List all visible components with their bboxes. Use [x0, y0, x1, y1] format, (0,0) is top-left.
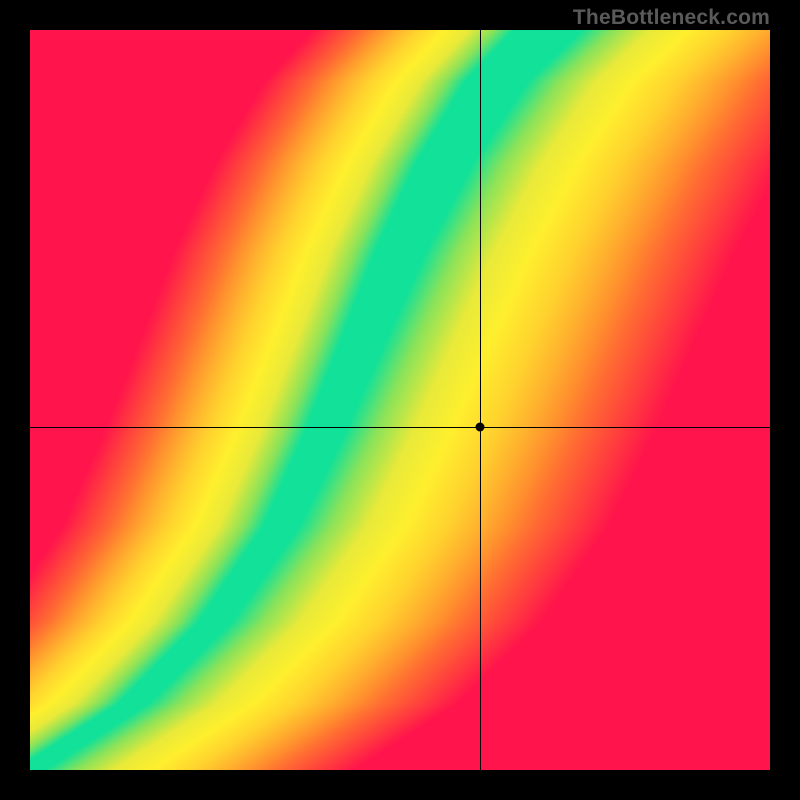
crosshair-horizontal — [30, 427, 770, 428]
container: TheBottleneck.com — [0, 0, 800, 800]
crosshair-vertical — [480, 30, 481, 770]
heatmap-canvas — [30, 30, 770, 770]
watermark-text: TheBottleneck.com — [573, 6, 770, 30]
plot-area — [30, 30, 770, 770]
crosshair-marker — [475, 423, 484, 432]
